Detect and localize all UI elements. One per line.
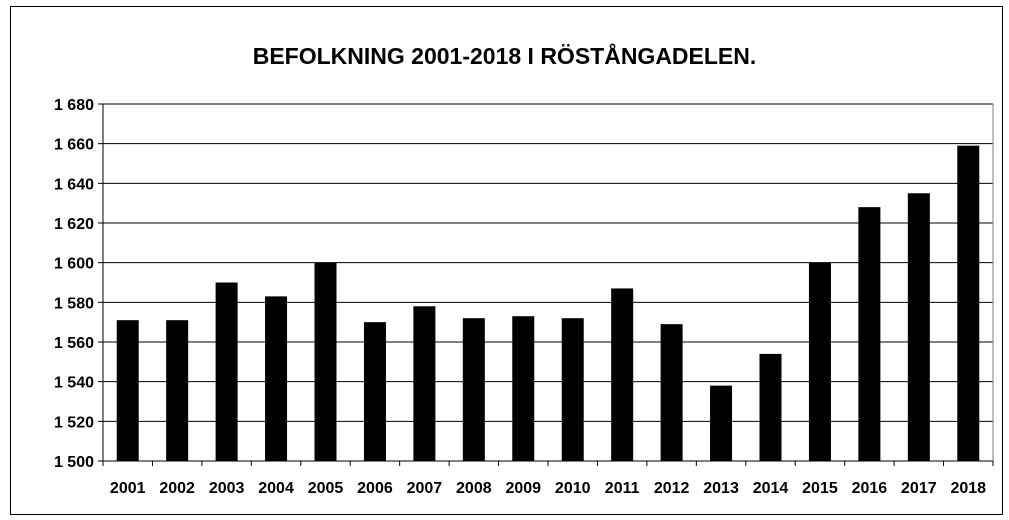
x-tick-label: 2016 [852, 480, 888, 497]
x-tick-label: 2003 [209, 480, 245, 497]
x-tick-label: 2013 [703, 480, 739, 497]
x-tick-label: 2005 [308, 480, 344, 497]
x-tick-label: 2017 [901, 480, 937, 497]
bar-2011 [611, 288, 634, 461]
bar-2002 [166, 320, 189, 461]
x-tick-label: 2011 [605, 480, 640, 497]
bar-2018 [957, 145, 980, 461]
x-tick-label: 2018 [950, 480, 986, 497]
bar-2005 [314, 262, 337, 461]
x-tick-label: 2015 [802, 480, 838, 497]
bar-2013 [710, 385, 733, 461]
x-tick-label: 2010 [555, 480, 591, 497]
y-tick-label: 1 560 [54, 335, 94, 352]
y-tick-label: 1 580 [54, 295, 94, 312]
bar-2009 [512, 316, 535, 461]
gridlines [103, 103, 993, 422]
x-tick-label: 2002 [159, 480, 195, 497]
x-tick-label: 2008 [456, 480, 492, 497]
x-tick-label: 2014 [753, 480, 789, 497]
y-tick-label: 1 540 [54, 375, 94, 392]
y-tick-labels: 1 500 1 520 1 540 1 560 1 580 1 600 1 620 1 640… [54, 97, 94, 471]
x-tick-label: 2001 [110, 480, 146, 497]
bar-2004 [265, 296, 288, 461]
bar-2015 [808, 262, 831, 461]
x-tick-label: 2007 [407, 480, 443, 497]
bar-2016 [858, 207, 881, 461]
bar-2003 [215, 282, 238, 461]
bar-2001 [116, 320, 139, 461]
bar-2006 [363, 322, 386, 461]
axes [98, 103, 994, 466]
y-tick-label: 1 660 [54, 137, 94, 154]
y-tick-label: 1 520 [54, 414, 94, 431]
x-tick-label: 2009 [505, 480, 541, 497]
x-tick-label: 2012 [654, 480, 690, 497]
y-tick-label: 1 620 [54, 216, 94, 233]
bar-2012 [660, 324, 683, 461]
y-tick-label: 1 680 [54, 97, 94, 114]
x-tick-label: 2006 [357, 480, 393, 497]
bar-2007 [413, 306, 436, 461]
bars [116, 145, 980, 461]
x-tick-label: 2004 [258, 480, 294, 497]
bar-2010 [561, 318, 584, 461]
chart-title: BEFOLKNING 2001-2018 I RÖSTÅNGADELEN. [252, 43, 757, 69]
y-tick-label: 1 500 [54, 454, 94, 471]
y-tick-label: 1 640 [54, 176, 94, 193]
bar-2008 [462, 318, 485, 461]
bar-2014 [759, 353, 782, 461]
bar-2017 [907, 193, 930, 461]
y-tick-label: 1 600 [54, 256, 94, 273]
x-tick-labels: 2001 2002 2003 2004 2005 2006 2007 2008 2009 2010… [110, 480, 986, 497]
